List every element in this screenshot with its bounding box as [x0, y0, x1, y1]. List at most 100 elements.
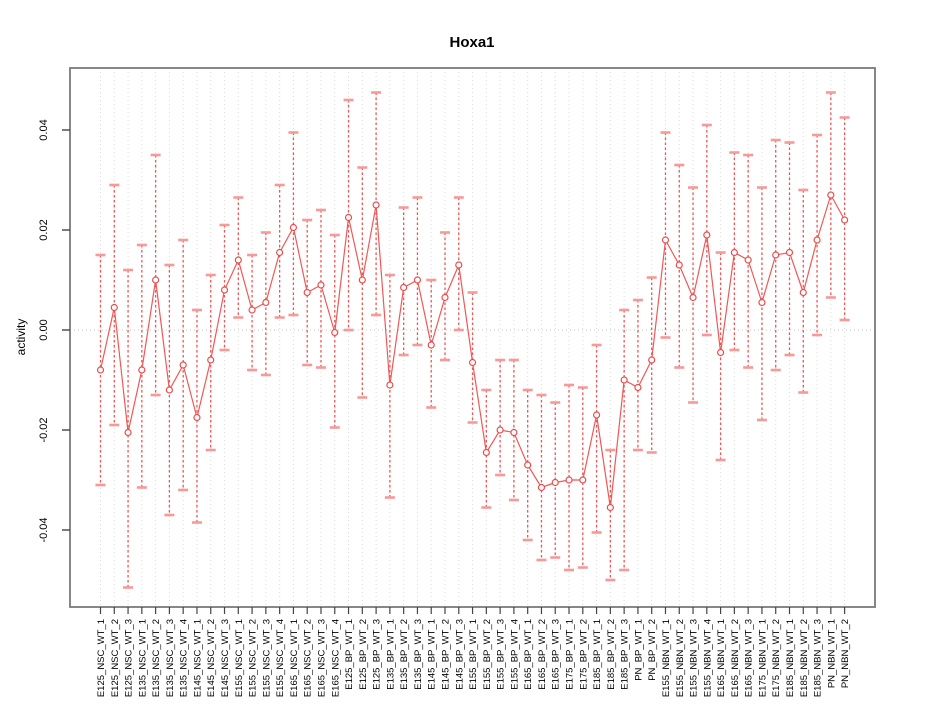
x-tick-label: E165_BP_WT_2 — [537, 619, 548, 690]
x-tick-label: E145_NSC_WT_2 — [206, 619, 217, 697]
data-point — [400, 283, 408, 292]
x-tick-label: E135_NSC_WT_4 — [179, 619, 190, 697]
x-tick-label: E125_BP_WT_2 — [358, 619, 369, 690]
x-tick-label: E145_BP_WT_2 — [441, 619, 452, 690]
error-bar — [467, 291, 478, 424]
data-point — [579, 476, 587, 484]
data-point — [730, 248, 738, 257]
x-tick-label: E155_NBN_WT_2 — [675, 619, 686, 697]
error-bar — [123, 268, 134, 589]
error-bar — [729, 151, 740, 352]
data-point — [110, 303, 118, 312]
x-tick-label: E125_NSC_WT_3 — [124, 619, 135, 697]
error-bar — [150, 153, 161, 397]
data-point — [648, 356, 656, 364]
chart-title: Hoxa1 — [449, 34, 494, 51]
x-tick-label: E165_NBN_WT_1 — [716, 619, 727, 697]
x-tick-label: E125_NSC_WT_2 — [110, 619, 121, 697]
data-point — [289, 223, 298, 232]
data-point — [262, 298, 270, 307]
data-point — [413, 276, 422, 284]
error-bar — [812, 133, 823, 337]
data-point — [592, 411, 601, 419]
x-tick-label: E165_NSC_WT_3 — [316, 619, 327, 697]
data-point — [551, 478, 559, 487]
error-bar — [315, 208, 326, 369]
x-tick-label: E155_NSC_WT_2 — [248, 619, 259, 697]
data-point — [799, 288, 807, 297]
data-point — [441, 293, 449, 302]
x-tick-label: E165_NBN_WT_3 — [744, 619, 755, 697]
data-point — [482, 448, 490, 457]
error-bar — [605, 448, 616, 582]
data-point — [468, 358, 477, 367]
data-point — [620, 376, 628, 384]
data-point — [510, 428, 518, 437]
x-tick-label: PN_BP_WT_1 — [633, 619, 644, 681]
data-point — [317, 281, 325, 289]
x-tick-label: E175_BP_WT_2 — [578, 619, 589, 690]
x-tick-label: E135_NSC_WT_1 — [137, 619, 148, 697]
x-tick-label: E125_NSC_WT_1 — [96, 619, 107, 697]
data-point — [827, 191, 835, 199]
error-bar — [784, 141, 795, 357]
data-point — [358, 276, 366, 284]
x-tick-label: E145_BP_WT_3 — [454, 619, 465, 690]
x-tick-label: E165_NSC_WT_4 — [330, 619, 341, 697]
data-point — [758, 298, 766, 307]
error-bar — [632, 298, 643, 452]
error-bar — [426, 278, 437, 409]
x-tick-label: E155_BP_WT_2 — [482, 619, 493, 690]
x-tick-label: E135_NSC_WT_2 — [151, 619, 162, 697]
data-point — [537, 483, 546, 492]
data-point — [193, 413, 201, 422]
data-point — [813, 236, 821, 244]
x-tick-label: E165_BP_WT_3 — [551, 619, 562, 690]
data-point — [344, 213, 353, 222]
x-tick-label: E185_NBN_WT_3 — [813, 619, 824, 697]
x-tick-label: E155_NSC_WT_4 — [275, 619, 286, 697]
data-point — [772, 251, 780, 259]
x-tick-label: E135_BP_WT_3 — [413, 619, 424, 690]
data-layer — [95, 91, 850, 589]
data-point — [152, 276, 160, 284]
error-bar — [288, 131, 299, 317]
data-point — [689, 293, 697, 302]
x-tick-label: E155_BP_WT_4 — [509, 619, 520, 690]
data-point — [234, 256, 242, 264]
data-point — [179, 361, 187, 369]
data-point — [427, 341, 435, 349]
x-tick-label: E185_BP_WT_1 — [592, 619, 603, 690]
x-tick-label: E165_NSC_WT_2 — [303, 619, 314, 697]
x-tick-label: E135_BP_WT_1 — [385, 619, 396, 690]
y-tick-label: 0.00 — [38, 319, 50, 340]
error-bar — [646, 276, 657, 454]
x-tick-label: PN_NBN_WT_2 — [840, 619, 851, 688]
x-tick-label: E165_NBN_WT_2 — [730, 619, 741, 697]
error-bar — [440, 231, 450, 362]
data-point — [744, 256, 752, 264]
data-point — [565, 476, 573, 484]
x-tick-label: PN_NBN_WT_1 — [826, 619, 837, 688]
x-tick-label: E175_BP_WT_1 — [565, 619, 576, 690]
x-tick-label: E155_NSC_WT_3 — [261, 619, 272, 697]
x-tick-label: E185_BP_WT_3 — [620, 619, 631, 690]
error-bar — [398, 206, 409, 357]
data-point — [331, 328, 339, 337]
x-tick-label: E155_NBN_WT_3 — [689, 619, 700, 697]
x-tick-label: E155_NSC_WT_1 — [234, 619, 245, 697]
y-tick-label: 0.04 — [38, 119, 50, 140]
y-axis-label: activity — [14, 319, 28, 356]
error-bar — [536, 393, 547, 562]
x-tick-label: E155_BP_WT_1 — [468, 619, 479, 690]
data-point — [606, 503, 614, 512]
x-tick-label: E135_NSC_WT_3 — [165, 619, 176, 697]
data-point — [524, 461, 532, 469]
error-bar — [715, 251, 726, 462]
x-tick-label: E185_NBN_WT_2 — [799, 619, 810, 697]
error-bar — [481, 388, 492, 509]
data-point — [207, 356, 215, 364]
